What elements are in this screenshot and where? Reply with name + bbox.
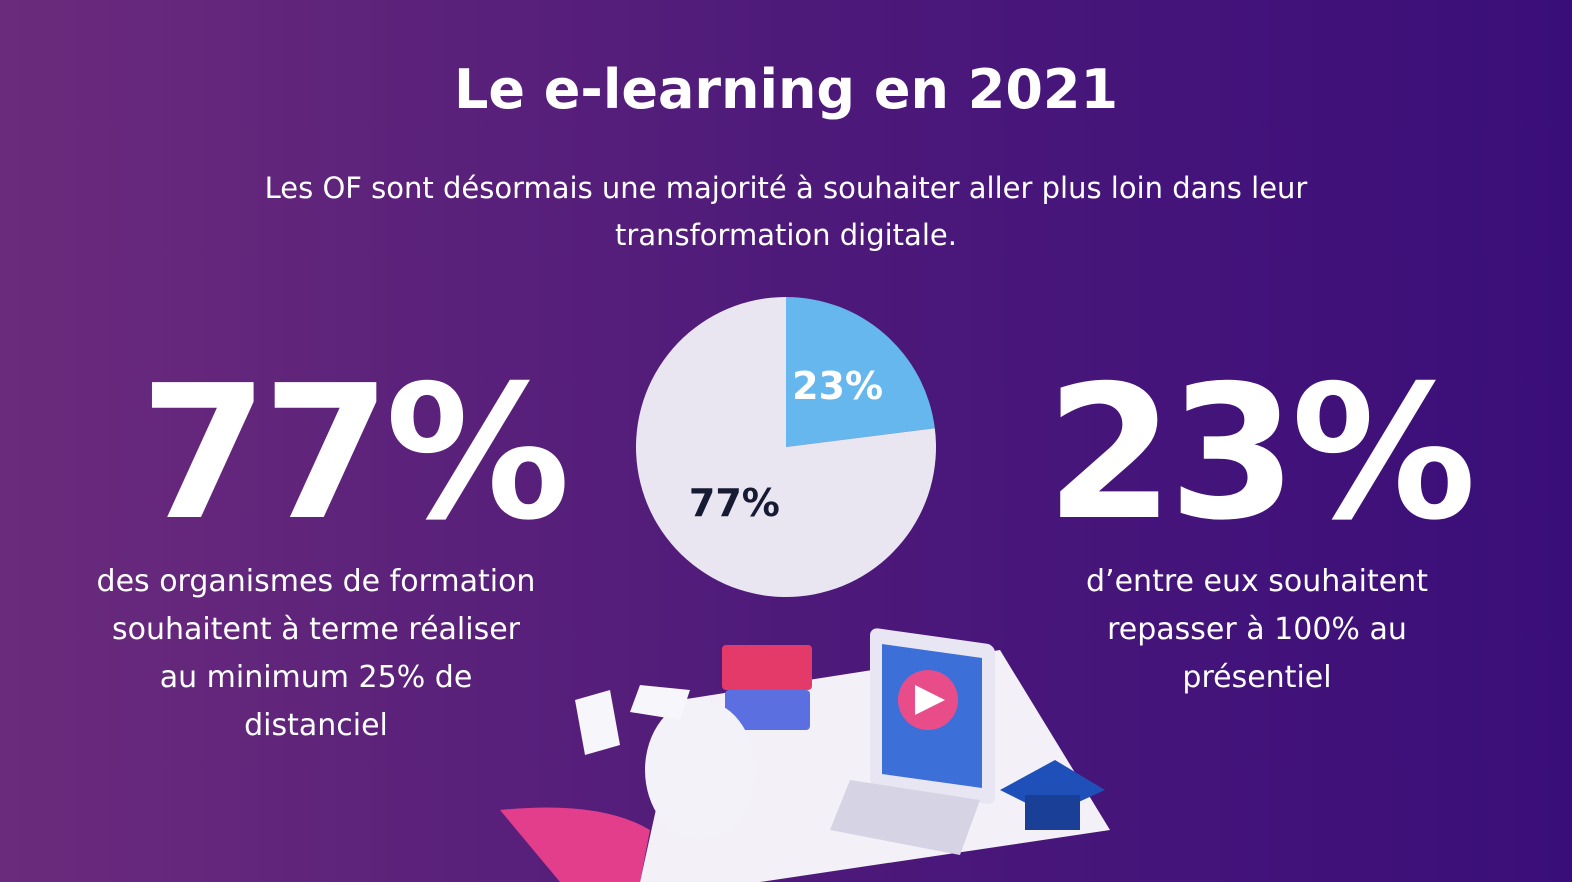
- slice-label: 23%: [792, 364, 883, 408]
- stat-description: des organismes de formation souhaitent à…: [96, 564, 536, 743]
- subtitle: Les OF sont désormais une majorité à sou…: [264, 171, 1308, 252]
- title: Le e-learning en 2021: [453, 58, 1119, 121]
- pie-slice: [786, 297, 935, 447]
- big-stat: 23%: [1045, 345, 1477, 561]
- pie-slice: [636, 297, 936, 597]
- stat-description: d’entre eux souhaitent repasser à 100% a…: [1086, 564, 1428, 695]
- slice-label: 77%: [689, 481, 780, 525]
- illustration: [500, 628, 1110, 882]
- big-stat: 77%: [139, 345, 571, 561]
